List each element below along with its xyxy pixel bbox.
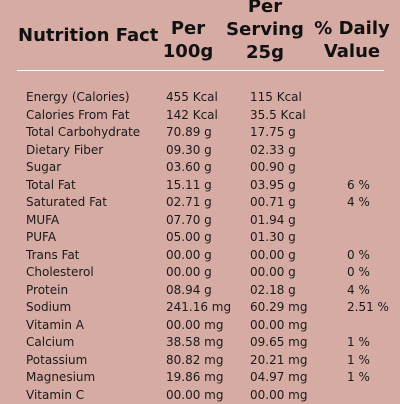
nutrient-name: Trans Fat (26, 247, 79, 265)
nutrient-row: Saturated Fat 02.71 g 00.71 g 4 % (0, 194, 400, 212)
nutrient-per-serving: 09.65 mg (250, 334, 307, 352)
nutrient-table: Energy (Calories) 455 Kcal 115 Kcal Calo… (0, 89, 400, 404)
nutrient-row: Vitamin A 00.00 mg 00.00 mg (0, 317, 400, 335)
nutrient-per-100g: 02.71 g (166, 194, 212, 212)
nutrient-per-serving: 04.97 mg (250, 369, 307, 387)
nutrient-row: MUFA 07.70 g 01.94 g (0, 212, 400, 230)
nutrient-name: Dietary Fiber (26, 142, 103, 160)
nutrient-row: Magnesium 19.86 mg 04.97 mg 1 % (0, 369, 400, 387)
nutrient-row: Dietary Fiber 09.30 g 02.33 g (0, 142, 400, 160)
nutrient-name: Vitamin C (26, 387, 84, 404)
nutrient-name: MUFA (26, 212, 59, 230)
nutrient-per-100g: 00.00 g (166, 264, 212, 282)
nutrient-per-100g: 03.60 g (166, 159, 212, 177)
nutrient-per-serving: 60.29 mg (250, 299, 307, 317)
nutrient-per-serving: 01.94 g (250, 212, 296, 230)
nutrient-row: Cholesterol 00.00 g 00.00 g 0 % (0, 264, 400, 282)
nutrient-per-serving: 115 Kcal (250, 89, 302, 107)
nutrient-per-serving: 03.95 g (250, 177, 296, 195)
nutrient-row: Protein 08.94 g 02.18 g 4 % (0, 282, 400, 300)
nutrient-name: Cholesterol (26, 264, 94, 282)
nutrient-name: Vitamin A (26, 317, 84, 335)
nutrient-per-serving: 00.00 g (250, 264, 296, 282)
nutrient-name: Protein (26, 282, 68, 300)
nutrient-row: Total Carbohydrate 70.89 g 17.75 g (0, 124, 400, 142)
header-daily-value: % Daily Value (306, 17, 398, 63)
nutrient-row: Energy (Calories) 455 Kcal 115 Kcal (0, 89, 400, 107)
nutrient-per-serving: 17.75 g (250, 124, 296, 142)
nutrient-name: Calcium (26, 334, 74, 352)
nutrient-row: Sodium 241.16 mg 60.29 mg 2.51 % (0, 299, 400, 317)
header-per-serving: Per Serving 25g (222, 0, 308, 64)
nutrient-daily-value: 6 % (347, 177, 370, 195)
header-serving-line3: 25g (222, 41, 308, 64)
nutrient-per-serving: 02.18 g (250, 282, 296, 300)
header-divider (17, 70, 384, 71)
nutrient-name: Saturated Fat (26, 194, 107, 212)
nutrient-daily-value: 1 % (347, 334, 370, 352)
nutrient-daily-value: 0 % (347, 264, 370, 282)
nutrient-row: Potassium 80.82 mg 20.21 mg 1 % (0, 352, 400, 370)
nutrient-per-serving: 35.5 Kcal (250, 107, 306, 125)
header-title: Nutrition Fact (18, 25, 158, 46)
nutrient-row: PUFA 05.00 g 01.30 g (0, 229, 400, 247)
nutrient-per-100g: 00.00 g (166, 247, 212, 265)
nutrient-per-serving: 00.71 g (250, 194, 296, 212)
header-serving-line2: Serving (222, 18, 308, 41)
nutrient-daily-value: 1 % (347, 369, 370, 387)
nutrient-per-serving: 00.00 g (250, 247, 296, 265)
nutrient-name: Sodium (26, 299, 71, 317)
nutrient-name: PUFA (26, 229, 56, 247)
nutrient-name: Potassium (26, 352, 87, 370)
nutrient-row: Sugar 03.60 g 00.90 g (0, 159, 400, 177)
nutrient-per-100g: 15.11 g (166, 177, 212, 195)
nutrient-per-100g: 455 Kcal (166, 89, 218, 107)
header-per100-line2: 100g (150, 40, 226, 63)
nutrient-per-serving: 01.30 g (250, 229, 296, 247)
nutrient-per-serving: 20.21 mg (250, 352, 307, 370)
nutrient-daily-value: 1 % (347, 352, 370, 370)
nutrient-per-100g: 09.30 g (166, 142, 212, 160)
nutrient-name: Energy (Calories) (26, 89, 130, 107)
nutrient-row: Calories From Fat 142 Kcal 35.5 Kcal (0, 107, 400, 125)
header-nutrition-fact: Nutrition Fact (18, 24, 158, 47)
nutrient-row: Vitamin C 00.00 mg 00.00 mg (0, 387, 400, 404)
nutrient-name: Total Fat (26, 177, 76, 195)
nutrient-name: Sugar (26, 159, 61, 177)
nutrient-per-100g: 19.86 mg (166, 369, 223, 387)
header-daily-line1: % Daily (306, 17, 398, 40)
nutrient-per-100g: 08.94 g (166, 282, 212, 300)
nutrient-name: Total Carbohydrate (26, 124, 140, 142)
nutrient-per-serving: 02.33 g (250, 142, 296, 160)
nutrient-per-100g: 70.89 g (166, 124, 212, 142)
nutrient-per-serving: 00.00 mg (250, 387, 307, 404)
nutrient-per-100g: 38.58 mg (166, 334, 223, 352)
nutrient-per-100g: 142 Kcal (166, 107, 218, 125)
nutrient-per-100g: 80.82 mg (166, 352, 223, 370)
nutrient-per-100g: 07.70 g (166, 212, 212, 230)
nutrient-row: Trans Fat 00.00 g 00.00 g 0 % (0, 247, 400, 265)
nutrient-per-100g: 241.16 mg (166, 299, 231, 317)
header-daily-line2: Value (306, 40, 398, 63)
nutrient-per-100g: 05.00 g (166, 229, 212, 247)
nutrient-name: Calories From Fat (26, 107, 130, 125)
nutrient-daily-value: 2.51 % (347, 299, 389, 317)
nutrient-row: Calcium 38.58 mg 09.65 mg 1 % (0, 334, 400, 352)
nutrient-name: Magnesium (26, 369, 95, 387)
nutrient-daily-value: 4 % (347, 194, 370, 212)
nutrient-per-100g: 00.00 mg (166, 387, 223, 404)
nutrient-per-serving: 00.90 g (250, 159, 296, 177)
header-per-100g: Per 100g (150, 17, 226, 63)
nutrient-daily-value: 0 % (347, 247, 370, 265)
nutrient-per-serving: 00.00 mg (250, 317, 307, 335)
nutrient-per-100g: 00.00 mg (166, 317, 223, 335)
header-serving-line1: Per (222, 0, 308, 18)
nutrient-row: Total Fat 15.11 g 03.95 g 6 % (0, 177, 400, 195)
nutrient-daily-value: 4 % (347, 282, 370, 300)
header-per100-line1: Per (150, 17, 226, 40)
